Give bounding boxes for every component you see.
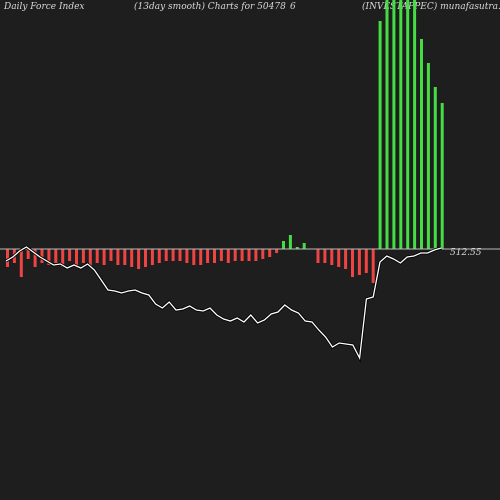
force-index-bar <box>420 39 423 249</box>
force-index-bar <box>399 0 403 249</box>
force-index-bar <box>344 249 348 269</box>
force-index-bar <box>150 249 154 265</box>
force-index-bar <box>68 249 72 261</box>
force-index-bar <box>130 249 134 267</box>
chart-title-right: (INVESTAPPEC) munafasutra.in <box>362 2 500 12</box>
force-index-bar <box>116 249 120 265</box>
force-index-bar <box>61 249 65 267</box>
force-index-bar <box>47 249 51 265</box>
force-index-bar <box>137 249 141 269</box>
force-index-bar <box>275 249 279 253</box>
force-index-bar <box>261 249 265 259</box>
chart-title-center-right: 6 <box>290 2 296 12</box>
force-index-bar <box>26 249 30 259</box>
force-index-bar <box>226 249 230 263</box>
force-index-bar <box>433 87 437 249</box>
force-index-bar <box>406 0 410 249</box>
force-index-bar <box>240 249 244 261</box>
last-price-label: 512.55 <box>450 248 482 258</box>
force-index-bar <box>157 249 161 263</box>
force-index-bar <box>426 63 430 249</box>
force-index-bar <box>330 249 334 265</box>
force-index-bar <box>164 249 168 261</box>
chart-title-left: Daily Force Index <box>4 2 85 12</box>
force-index-bar <box>323 249 327 263</box>
force-index-bar <box>378 21 382 249</box>
force-index-bar <box>192 249 196 265</box>
force-index-bar <box>219 249 223 261</box>
force-index-bar <box>33 249 37 267</box>
force-index-bar <box>102 249 106 265</box>
force-index-bar <box>254 249 258 261</box>
force-index-bar <box>371 249 375 283</box>
force-index-bar <box>288 235 292 249</box>
force-index-bar <box>440 103 444 249</box>
force-index-bar <box>123 249 127 265</box>
force-index-bar <box>6 249 9 267</box>
force-index-bar <box>75 249 78 265</box>
price-line-outline <box>5 245 442 364</box>
force-index-bar <box>199 249 203 265</box>
force-index-bar <box>81 249 85 263</box>
force-index-bar <box>385 0 389 249</box>
force-index-bar <box>247 249 251 261</box>
force-index-bar <box>337 249 341 267</box>
force-index-bar <box>316 249 320 263</box>
force-index-bar <box>40 249 44 263</box>
force-index-bar <box>268 249 272 257</box>
price-line <box>5 246 442 361</box>
force-index-bar <box>282 241 285 249</box>
force-index-bar <box>171 249 175 261</box>
force-index-bar <box>185 249 189 263</box>
force-index-bar <box>357 249 361 275</box>
force-index-bar <box>213 249 216 263</box>
force-index-bar <box>19 249 23 277</box>
chart-title-center: (13day smooth) Charts for 50478 <box>134 2 286 12</box>
force-index-bar <box>233 249 237 261</box>
force-index-bar <box>206 249 210 263</box>
force-index-bars <box>6 0 444 283</box>
force-index-bar <box>109 249 113 261</box>
force-index-bar <box>178 249 182 261</box>
force-index-bar <box>144 249 147 267</box>
force-index-bar <box>413 0 417 249</box>
force-index-bar <box>351 249 354 277</box>
force-index-bar <box>392 0 396 249</box>
force-index-bar <box>88 249 92 267</box>
force-index-bar <box>302 243 306 249</box>
force-index-bar <box>295 247 299 249</box>
force-index-bar <box>54 249 58 263</box>
force-index-bar <box>95 249 99 263</box>
force-index-bar <box>364 249 368 273</box>
